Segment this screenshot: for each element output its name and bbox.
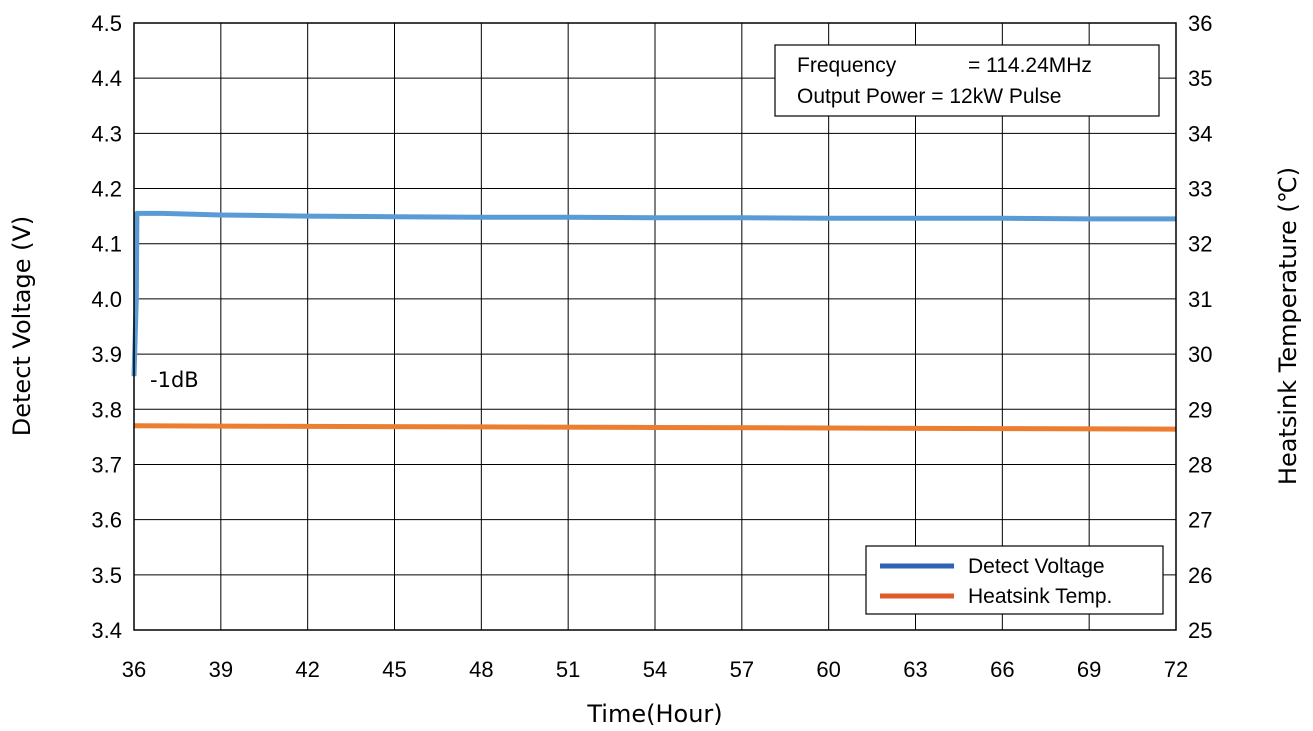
x-tick-label: 57 — [730, 657, 754, 682]
x-axis-title: Time(Hour) — [586, 700, 722, 728]
y2-tick-label: 25 — [1188, 618, 1212, 643]
info-frequency-value: = 114.24MHz — [968, 54, 1092, 77]
series-layer — [131, 210, 1177, 432]
y2-tick-label: 36 — [1188, 11, 1212, 36]
info-box-frame — [774, 44, 1160, 117]
y-tick-label: 3.9 — [91, 342, 122, 367]
info-frequency-label: Frequency — [797, 54, 897, 77]
annotation-label: -1dB — [150, 368, 199, 392]
series-line-detect-voltage — [131, 210, 1176, 377]
info-box: Frequency = 114.24MHz Output Power = 12k… — [774, 44, 1160, 117]
y2-axis-title: Heatsink Temperature (℃) — [1274, 167, 1302, 485]
y2-tick-label: 32 — [1188, 232, 1212, 257]
y-tick-label: 4.4 — [91, 66, 122, 91]
y2-tick-label: 33 — [1188, 177, 1212, 202]
y-tick-label: 3.7 — [91, 452, 122, 477]
info-output-power: Output Power = 12kW Pulse — [797, 85, 1061, 108]
x-tick-label: 39 — [209, 657, 233, 682]
y2-tick-label: 35 — [1188, 66, 1212, 91]
legend-label-detect-voltage: Detect Voltage — [968, 555, 1105, 578]
x-tick-label: 66 — [990, 657, 1014, 682]
y-tick-label: 4.2 — [91, 177, 122, 202]
y-tick-label: 4.1 — [91, 232, 122, 257]
legend-label-heatsink-temp: Heatsink Temp. — [968, 585, 1112, 608]
x-tick-label: 63 — [903, 657, 927, 682]
y-tick-label: 3.4 — [91, 618, 122, 643]
y2-tick-label: 30 — [1188, 342, 1212, 367]
x-tick-label: 42 — [295, 657, 319, 682]
x-tick-label: 54 — [643, 657, 667, 682]
x-tick-label: 51 — [556, 657, 580, 682]
y-tick-label: 3.5 — [91, 563, 122, 588]
y-tick-label: 4.0 — [91, 287, 122, 312]
x-tick-label: 72 — [1164, 657, 1188, 682]
legend: Detect Voltage Heatsink Temp. — [865, 545, 1164, 615]
y-tick-label: 3.6 — [91, 508, 122, 533]
x-tick-label: 60 — [816, 657, 840, 682]
y2-tick-label: 31 — [1188, 287, 1212, 312]
y-tick-label: 3.8 — [91, 397, 122, 422]
plot-frame — [133, 22, 1177, 631]
x-tick-label: 45 — [382, 657, 406, 682]
y2-tick-label: 29 — [1188, 397, 1212, 422]
legend-frame — [865, 545, 1164, 615]
y-axis-title: Detect Voltage (V) — [8, 216, 36, 436]
y-tick-label: 4.5 — [91, 11, 122, 36]
y-tick-label: 4.3 — [91, 121, 122, 146]
series-line-heatsink-temp — [133, 423, 1177, 432]
x-tick-label: 69 — [1077, 657, 1101, 682]
grid — [134, 23, 1176, 630]
y2-tick-label: 27 — [1188, 508, 1212, 533]
x-tick-label: 36 — [122, 657, 146, 682]
tick-labels: 36 39 42 45 48 51 54 57 60 63 66 69 72 3.4 3.5 3.6 3.7 3.… — [91, 11, 1212, 682]
y2-tick-label: 34 — [1188, 121, 1212, 146]
y2-tick-label: 28 — [1188, 452, 1212, 477]
x-tick-label: 48 — [469, 657, 493, 682]
y2-tick-label: 26 — [1188, 563, 1212, 588]
